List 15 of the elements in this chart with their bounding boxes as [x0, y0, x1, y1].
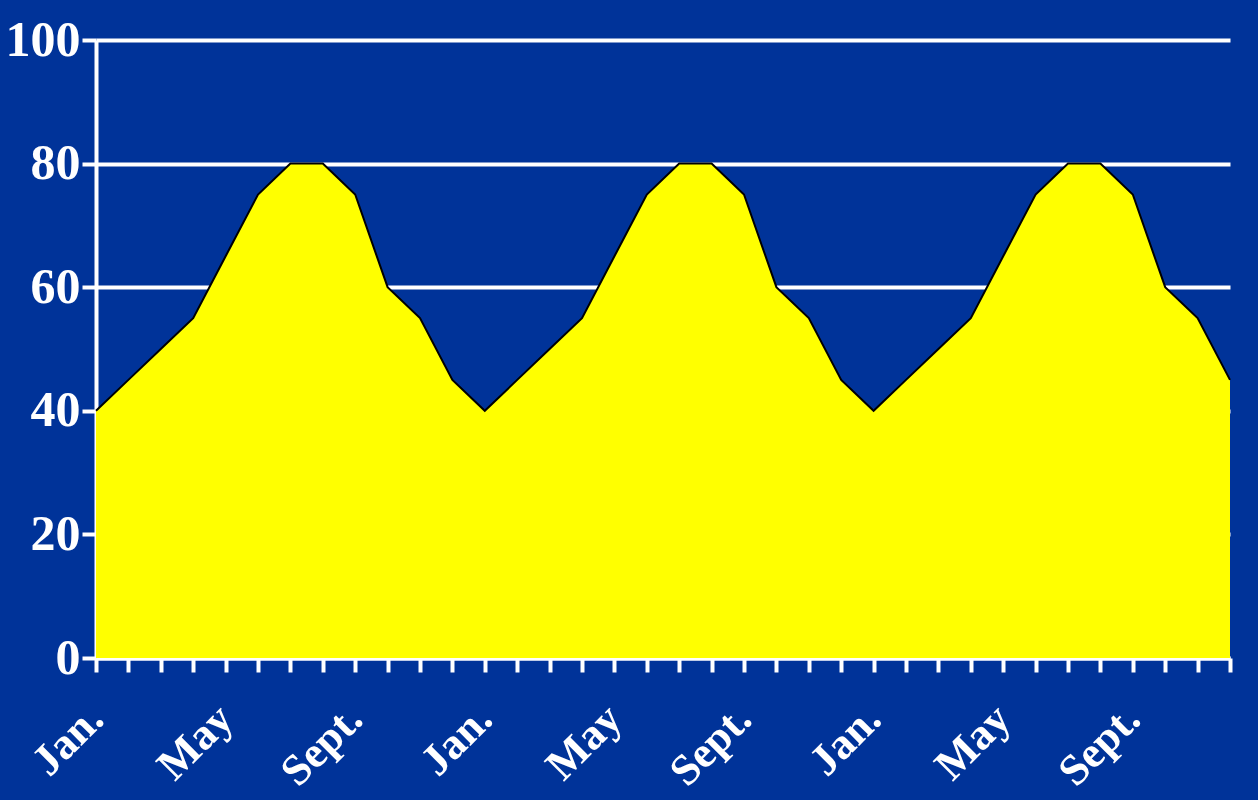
x-tick-label: May: [536, 694, 632, 790]
y-tick-label: 100: [5, 10, 81, 67]
y-tick-label: 40: [30, 381, 81, 438]
y-tick-label: 60: [30, 257, 81, 314]
x-tick-label: May: [147, 694, 243, 790]
x-tick-label: Sept.: [270, 694, 372, 796]
x-tick-label: May: [924, 694, 1020, 790]
y-tick-label: 0: [55, 628, 81, 685]
x-tick-label: Jan.: [410, 694, 502, 785]
x-tick-label: Sept.: [659, 694, 761, 796]
x-tick-label: Jan.: [799, 694, 891, 785]
y-tick-label: 80: [30, 134, 81, 191]
x-tick-label: Sept.: [1048, 694, 1150, 796]
x-tick-label: Jan.: [21, 694, 113, 785]
y-tick-label: 20: [30, 504, 81, 561]
